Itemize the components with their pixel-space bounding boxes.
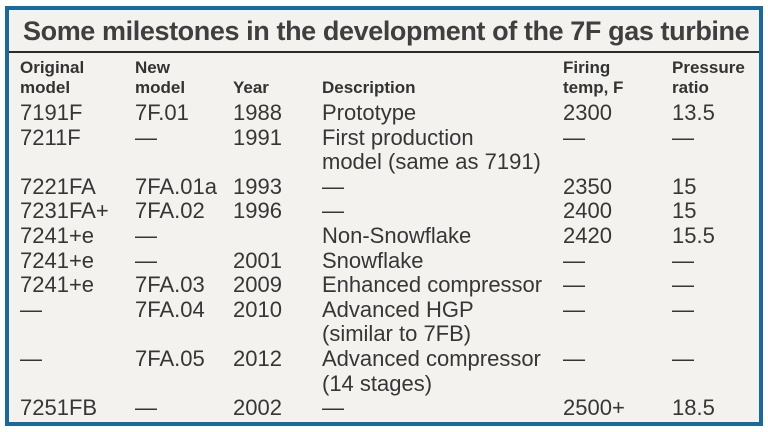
header-line: Original [20, 58, 85, 77]
cell-year: 2009 [233, 272, 282, 298]
cell-pressure-ratio: — [672, 272, 694, 298]
cell-pressure-ratio: 18.5 [672, 395, 715, 421]
header-line: model [135, 78, 186, 97]
header-line: ratio [672, 78, 709, 97]
cell-original-model: — [20, 345, 42, 371]
cell-firing-temp: — [563, 272, 585, 298]
cell-original-model: 7211F [20, 124, 81, 150]
table-row: 7211F — 1991 First production model (sam… [20, 124, 752, 175]
table-row: 7241+e — 2001 Snowflake — — [20, 247, 752, 274]
header-firing-temp: Firing temp, F [563, 58, 672, 101]
cell-description: Non-Snowflake [322, 222, 472, 248]
cell-year: 2002 [233, 395, 282, 421]
milestones-card: Some milestones in the development of th… [5, 6, 763, 426]
cell-firing-temp: 2350 [563, 173, 612, 199]
table-row: — 7FA.05 2012 Advanced compressor (14 st… [20, 345, 752, 396]
cell-year [233, 224, 322, 249]
cell-pressure-ratio: 15 [672, 173, 697, 199]
cell-description: Advanced compressor (14 stages) [322, 345, 541, 396]
table-title: Some milestones in the development of th… [23, 16, 750, 46]
table-row: 7241+e — Non-Snowflake 2420 15.5 [20, 222, 752, 249]
cell-firing-temp: 2500+ [563, 395, 625, 421]
cell-firing-temp: — [563, 345, 585, 371]
cell-description: Snowflake [322, 247, 424, 273]
title-divider [9, 51, 759, 53]
cell-firing-temp: — [563, 296, 585, 322]
cell-firing-temp: 2400 [563, 198, 612, 224]
cell-description: — [322, 198, 344, 224]
cell-new-model: — [135, 222, 157, 248]
header-year: Year [233, 58, 322, 101]
cell-pressure-ratio: — [672, 124, 694, 150]
header-new-model: New model [135, 58, 233, 101]
cell-new-model: 7FA.01a [135, 173, 217, 199]
table-row: 7251FB — 2002 — 2500+ 18.5 [20, 396, 752, 421]
cell-firing-temp: — [563, 124, 585, 150]
cell-year: 2010 [233, 296, 282, 322]
cell-new-model: — [135, 247, 157, 273]
cell-year: 1991 [233, 124, 282, 150]
header-line: Firing [563, 58, 611, 77]
cell-original-model: — [20, 296, 42, 322]
cell-pressure-ratio: — [672, 296, 694, 322]
cell-firing-temp: — [563, 247, 585, 273]
header-line: Description [322, 78, 416, 97]
cell-description: Advanced HGP (similar to 7FB) [322, 296, 474, 347]
cell-original-model: 7221FA [20, 173, 96, 199]
cell-new-model: 7FA.04 [135, 296, 205, 322]
table-row: 7241+e 7FA.03 2009 Enhanced compressor —… [20, 273, 752, 298]
cell-description: — [322, 173, 344, 199]
table-row: 7221FA 7FA.01a 1993 — 2350 15 [20, 173, 752, 200]
cell-description: — [322, 395, 344, 421]
header-description: Description [322, 58, 563, 101]
cell-year: 1996 [233, 198, 282, 224]
header-line: Year [233, 78, 269, 97]
cell-description: Prototype [322, 100, 417, 125]
cell-year: 1993 [233, 173, 282, 199]
header-pressure-ratio: Pressure ratio [672, 58, 752, 101]
cell-pressure-ratio: — [672, 247, 694, 273]
table-row: 7231FA+ 7FA.02 1996 — 2400 15 [20, 199, 752, 224]
cell-original-model: 7241+e [20, 222, 95, 248]
cell-original-model: 7241+e [20, 272, 95, 298]
cell-new-model: 7FA.02 [135, 198, 205, 224]
cell-new-model: 7FA.05 [135, 345, 205, 371]
cell-firing-temp: 2420 [563, 222, 612, 248]
header-line: model [20, 78, 71, 97]
cell-pressure-ratio: 13.5 [672, 100, 715, 125]
cell-pressure-ratio: 15 [672, 198, 697, 224]
cell-pressure-ratio: 15.5 [672, 222, 715, 248]
cell-year: 2012 [233, 345, 282, 371]
cell-firing-temp: 2300 [563, 100, 612, 125]
cell-original-model: 7241+e [20, 247, 95, 273]
cell-original-model: 7231FA+ [20, 198, 109, 224]
cell-pressure-ratio: — [672, 345, 694, 371]
cell-new-model: 7F.01 [135, 100, 189, 125]
header-row: Original model New model Year Descriptio… [20, 58, 752, 101]
cell-year: 1988 [233, 100, 282, 125]
cell-description: First production model (same as 7191) [322, 124, 541, 175]
header-line: temp, F [563, 78, 624, 97]
cell-new-model: 7FA.03 [135, 272, 205, 298]
cell-new-model: — [135, 124, 157, 150]
cell-year: 2001 [233, 247, 282, 273]
cell-new-model: — [135, 395, 157, 421]
cell-description: Enhanced compressor [322, 272, 543, 298]
cell-original-model: 7191F [20, 100, 83, 125]
cell-original-model: 7251FB [20, 395, 98, 421]
header-line: New [135, 58, 170, 77]
table-row: 7191F 7F.01 1988 Prototype 2300 13.5 [20, 100, 752, 126]
header-original-model: Original model [20, 58, 135, 101]
milestones-table: Original model New model Year Descriptio… [20, 58, 752, 421]
table-row: — 7FA.04 2010 Advanced HGP (similar to 7… [20, 296, 752, 347]
header-line: Pressure [672, 58, 745, 77]
